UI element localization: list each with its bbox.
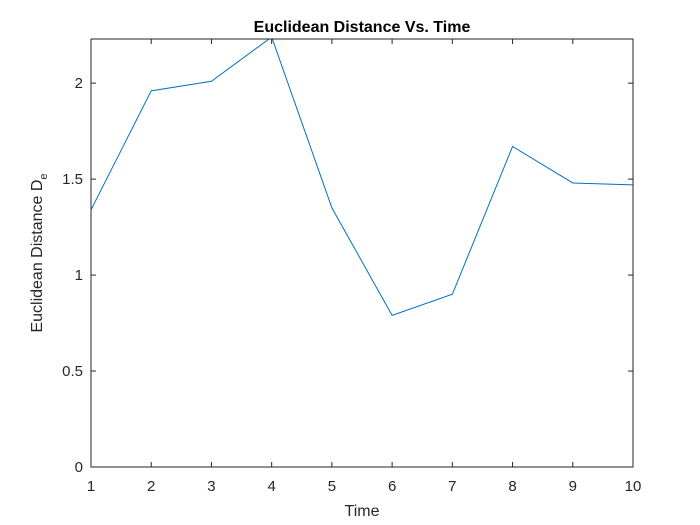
x-tick-label: 9 bbox=[569, 478, 577, 495]
y-axis-label-main: Euclidean Distance D bbox=[29, 180, 46, 333]
x-axis-label: Time bbox=[345, 503, 380, 520]
y-axis: 0 0.5 1 1.5 2 bbox=[62, 75, 633, 476]
y-axis-label-subscript: e bbox=[38, 173, 50, 179]
y-axis-label: Euclidean Distance De bbox=[29, 173, 50, 332]
y-tick-label: 0.5 bbox=[62, 363, 83, 380]
plot-area bbox=[91, 39, 633, 316]
x-tick-label: 4 bbox=[267, 478, 275, 495]
x-tick-label: 5 bbox=[328, 478, 336, 495]
y-tick-label: 2 bbox=[75, 75, 83, 92]
axes-box bbox=[90, 38, 634, 468]
y-tick-label: 1 bbox=[75, 267, 83, 284]
x-tick-label: 6 bbox=[388, 478, 396, 495]
series-line bbox=[91, 39, 633, 316]
y-tick-label: 0 bbox=[75, 459, 83, 476]
x-tick-label: 3 bbox=[207, 478, 215, 495]
y-tick-label: 1.5 bbox=[62, 171, 83, 188]
chart-title: Euclidean Distance Vs. Time bbox=[254, 19, 471, 36]
x-tick-label: 8 bbox=[508, 478, 516, 495]
x-tick-label: 10 bbox=[625, 478, 642, 495]
x-tick-label: 7 bbox=[448, 478, 456, 495]
x-tick-label: 2 bbox=[147, 478, 155, 495]
x-tick-label: 1 bbox=[87, 478, 95, 495]
x-axis: 1 2 3 4 5 6 7 8 9 10 bbox=[87, 39, 642, 495]
